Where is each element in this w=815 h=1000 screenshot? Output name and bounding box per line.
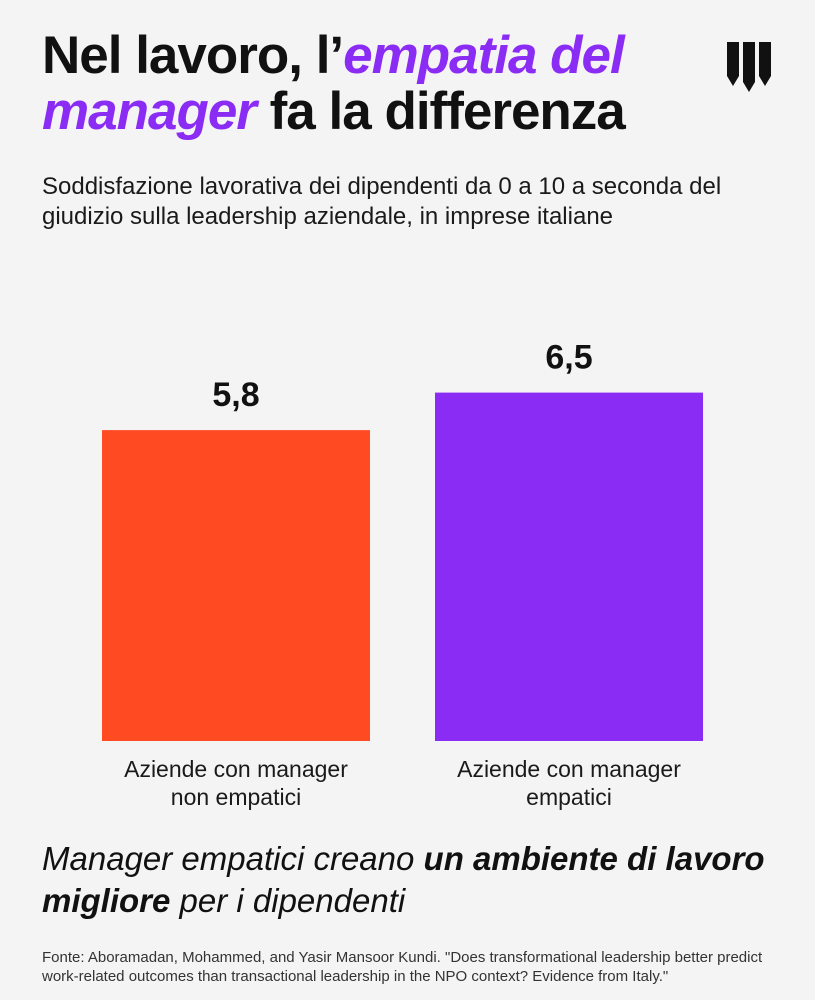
tagline-strong: un ambiente di lavoro migliore xyxy=(42,840,765,919)
bar-value-label-2: 6,5 xyxy=(545,339,592,377)
bar-chart: 5,8 Aziende con manager non empatici 6,5 Azi… xyxy=(102,339,703,810)
tagline-part2: per i dipendenti xyxy=(170,882,406,919)
bar-1 xyxy=(102,430,370,741)
bar-value-label-1: 5,8 xyxy=(212,376,259,414)
category-label-2: Aziende con manager empatici xyxy=(457,756,681,810)
chart-subtitle: Soddisfazione lavorativa dei dipendenti … xyxy=(42,173,722,230)
tagline-part1: Manager empatici creano xyxy=(42,840,424,877)
source-note: Fonte: Aboramadan, Mohammed, and Yasir M… xyxy=(42,949,763,985)
title-part2: fa la differenza xyxy=(255,82,626,141)
tagline: Manager empatici creano un ambiente di l… xyxy=(42,838,782,922)
category-label-1: Aziende con manager non empatici xyxy=(124,756,348,810)
title-part1: Nel lavoro, l’ xyxy=(42,26,344,85)
title-accent: empatia del manager xyxy=(42,26,625,141)
bar-2 xyxy=(435,392,703,741)
chart-title: Nel lavoro, l’empatia del manager fa la … xyxy=(42,28,742,140)
brand-logo-icon xyxy=(727,42,771,92)
